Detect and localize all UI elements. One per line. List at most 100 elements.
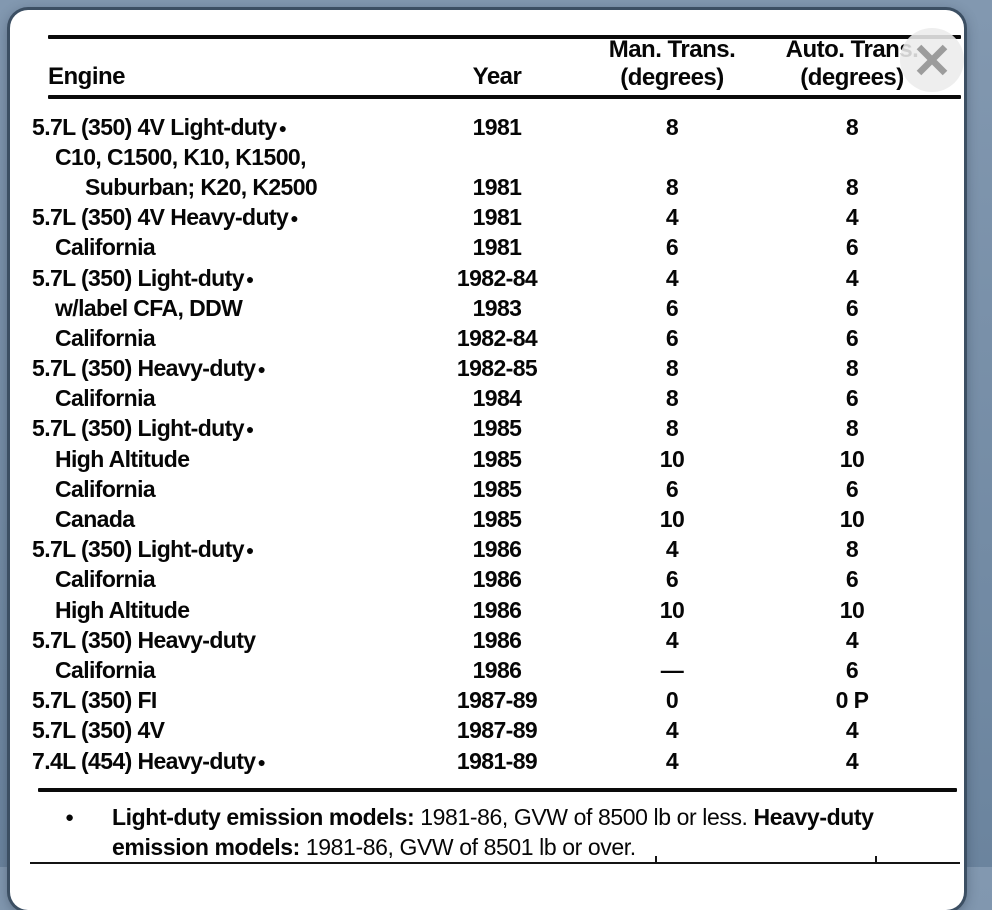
engine-text: 5.7L (350) Light-duty bbox=[32, 264, 244, 291]
engine-text: High Altitude bbox=[55, 596, 190, 623]
year-cell: 1981 bbox=[472, 113, 522, 140]
table-bottom-rule bbox=[38, 788, 957, 792]
year-cell: 1987-89 bbox=[456, 687, 538, 714]
engine-cell: 5.7L (350) Light-duty ● bbox=[32, 265, 422, 292]
engine-text: 5.7L (350) 4V Light-duty bbox=[32, 113, 277, 140]
man-trans-cell: — bbox=[660, 656, 684, 683]
table-row: 5.7L (350) 4V Heavy-duty ● 1981 4 4 bbox=[10, 203, 964, 233]
year-cell: 1986 bbox=[472, 596, 522, 623]
table-header: Engine Year Man. Trans. (degrees) Auto. … bbox=[10, 34, 964, 92]
table-row: California● 1985 6 6 bbox=[10, 474, 964, 504]
year-cell: 1985 bbox=[472, 445, 522, 472]
modal-panel: Engine Year Man. Trans. (degrees) Auto. … bbox=[10, 10, 964, 910]
year-cell: 1982-84 bbox=[456, 264, 538, 291]
man-trans-cell: 6 bbox=[665, 566, 679, 593]
engine-text: California bbox=[55, 324, 156, 351]
table-row: California● 1986 — 6 bbox=[10, 655, 964, 685]
footnote: ● Light-duty emission models: 1981-86, G… bbox=[65, 802, 951, 862]
auto-trans-cell: 6 bbox=[845, 566, 859, 593]
man-trans-cell: 10 bbox=[659, 596, 685, 623]
auto-trans-cell: 8 bbox=[845, 415, 859, 442]
table-row: 7.4L (454) Heavy-duty ● 1981-89 4 4 bbox=[10, 746, 964, 776]
man-trans-cell: 4 bbox=[665, 204, 679, 231]
man-trans-cell: 10 bbox=[659, 506, 685, 533]
auto-trans-cell: 4 bbox=[845, 717, 859, 744]
auto-trans-cell: 4 bbox=[845, 264, 859, 291]
auto-trans-cell: 8 bbox=[845, 113, 859, 140]
year-cell: 1982-85 bbox=[456, 355, 538, 382]
engine-cell: 5.7L (350) Light-duty ● bbox=[32, 536, 422, 563]
table-row: Canada● 1985 10 10 bbox=[10, 504, 964, 534]
man-trans-cell: 8 bbox=[665, 355, 679, 382]
emission-bullet-icon: ● bbox=[245, 421, 254, 438]
year-cell: 1982-84 bbox=[456, 324, 538, 351]
table-row: High Altitude● 1985 10 10 bbox=[10, 444, 964, 474]
auto-trans-cell: 4 bbox=[845, 204, 859, 231]
man-trans-cell: 0 bbox=[665, 687, 679, 714]
engine-text: w/label CFA, DDW bbox=[55, 294, 243, 321]
header-year: Year bbox=[472, 63, 522, 90]
man-trans-cell: 4 bbox=[665, 747, 679, 774]
engine-cell: California● bbox=[32, 566, 422, 593]
year-cell: 1985 bbox=[472, 475, 522, 502]
table-row: 5.7L (350) Light-duty ● 1982-84 4 4 bbox=[10, 263, 964, 293]
auto-trans-cell: 10 bbox=[839, 506, 865, 533]
auto-trans-cell: 10 bbox=[839, 445, 865, 472]
year-cell: 1981 bbox=[472, 234, 522, 261]
engine-text: High Altitude bbox=[55, 445, 190, 472]
engine-cell: 5.7L (350) FI● bbox=[32, 687, 422, 714]
engine-text: California bbox=[55, 234, 156, 261]
year-cell: 1981 bbox=[472, 173, 522, 200]
engine-text: 5.7L (350) Heavy-duty bbox=[32, 355, 256, 382]
engine-cell: California● bbox=[32, 325, 422, 352]
engine-cell: California● bbox=[32, 234, 422, 261]
engine-cell: C10, C1500, K10, K1500,● bbox=[32, 144, 422, 171]
auto-trans-cell: 8 bbox=[845, 173, 859, 200]
engine-text: Suburban; K20, K2500 bbox=[85, 173, 318, 200]
table-row: w/label CFA, DDW● 1983 6 6 bbox=[10, 293, 964, 323]
man-trans-cell: 4 bbox=[665, 536, 679, 563]
table-row: 5.7L (350) Light-duty ● 1985 8 8 bbox=[10, 414, 964, 444]
man-trans-cell: 8 bbox=[665, 173, 679, 200]
table-row: 5.7L (350) 4V Light-duty ● 1981 8 8 bbox=[10, 112, 964, 142]
table-row: 5.7L (350) 4V● 1987-89 4 4 bbox=[10, 716, 964, 746]
year-cell: 1986 bbox=[472, 626, 522, 653]
footnote-segment: 1981-86, GVW of 8501 lb or over. bbox=[299, 834, 636, 860]
table-row: California● 1982-84 6 6 bbox=[10, 323, 964, 353]
table-top-rule bbox=[48, 35, 961, 39]
footnote-segment: Heavy-duty emission models: bbox=[112, 804, 874, 860]
man-trans-cell: 8 bbox=[665, 113, 679, 140]
engine-cell: 5.7L (350) Heavy-duty● bbox=[32, 355, 422, 382]
man-trans-cell: 4 bbox=[665, 717, 679, 744]
footnote-bullet-icon: ● bbox=[65, 809, 74, 826]
close-icon bbox=[916, 44, 948, 76]
engine-text: 7.4L (454) Heavy-duty bbox=[32, 747, 256, 774]
auto-trans-cell: 8 bbox=[845, 536, 859, 563]
auto-trans-cell: 6 bbox=[845, 385, 859, 412]
footnote-text: Light-duty emission models: 1981-86, GVW… bbox=[112, 802, 951, 862]
year-cell: 1985 bbox=[472, 415, 522, 442]
next-table-tick bbox=[875, 856, 877, 863]
engine-cell: 7.4L (454) Heavy-duty ● bbox=[32, 748, 422, 775]
year-cell: 1986 bbox=[472, 536, 522, 563]
engine-text: 5.7L (350) Light-duty bbox=[32, 536, 244, 563]
engine-cell: 5.7L (350) 4V Heavy-duty ● bbox=[32, 204, 422, 231]
close-button[interactable] bbox=[900, 28, 964, 92]
table-row: 5.7L (350) Heavy-duty ● 1982-85 8 8 bbox=[10, 354, 964, 384]
engine-text: 5.7L (350) FI bbox=[32, 687, 157, 714]
table-header-rule bbox=[48, 95, 961, 99]
footnote-segment: Light-duty emission models: bbox=[112, 804, 415, 830]
man-trans-cell: 6 bbox=[665, 475, 679, 502]
table-row: California● 1981 6 6 bbox=[10, 233, 964, 263]
engine-cell: High Altitude● bbox=[32, 597, 422, 624]
engine-text: 5.7L (350) Light-duty bbox=[32, 415, 244, 442]
man-trans-cell: 6 bbox=[665, 234, 679, 261]
engine-text: California bbox=[55, 656, 156, 683]
engine-cell: High Altitude● bbox=[32, 446, 422, 473]
engine-cell: California● bbox=[32, 476, 422, 503]
header-auto-trans-line1: Auto. Trans. bbox=[785, 36, 919, 63]
auto-trans-cell: 4 bbox=[845, 626, 859, 653]
emission-bullet-icon: ● bbox=[245, 270, 254, 287]
header-man-trans-line2: (degrees) bbox=[620, 64, 724, 91]
year-cell: 1983 bbox=[472, 294, 522, 321]
